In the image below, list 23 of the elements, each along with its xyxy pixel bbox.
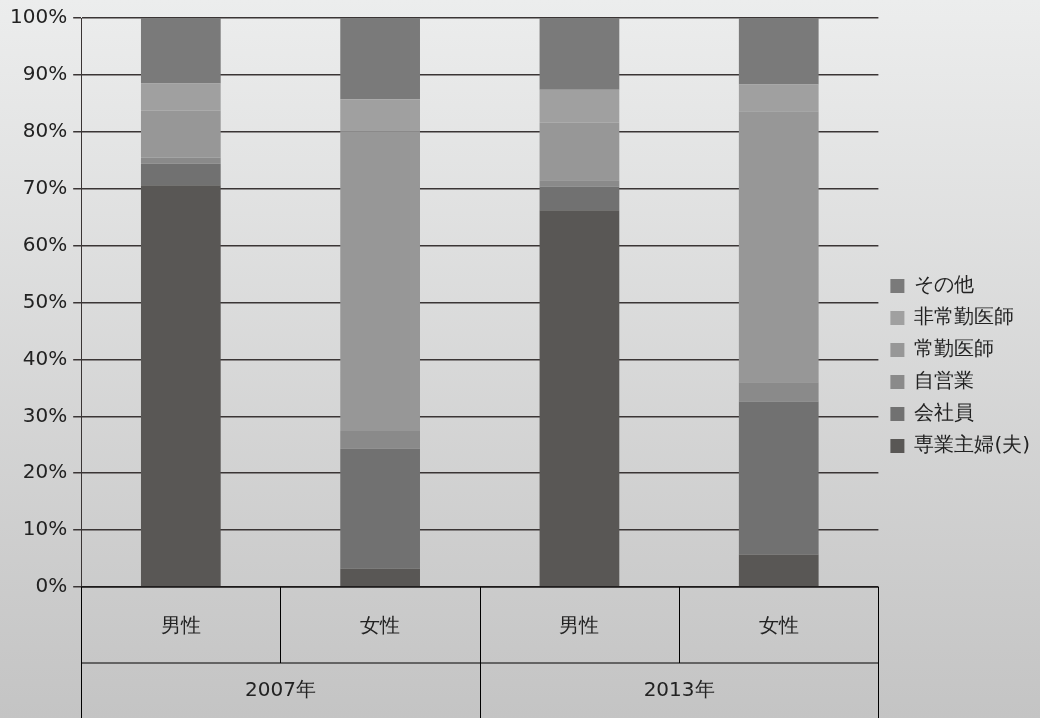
legend-label: 非常勤医師 (914, 304, 1015, 329)
text: 2013年 (643, 676, 715, 701)
y-tick-label: 30% (22, 402, 68, 427)
x-tick-label: 男性 (559, 613, 600, 638)
y-tick-label: 10% (22, 516, 68, 541)
x-tick-label: 女性 (360, 613, 401, 638)
legend-label: 自営業 (914, 368, 975, 393)
legend-label: 会社員 (914, 400, 975, 425)
legend-label: その他 (914, 272, 975, 297)
y-tick-label: 50% (22, 288, 68, 313)
y-tick-label: 90% (22, 61, 68, 86)
text: 2007年 (245, 676, 316, 701)
y-tick-label: 0% (35, 573, 68, 598)
y-tick-label: 100% (9, 4, 68, 29)
y-tick-label: 20% (22, 459, 68, 484)
x-tick-label: 男性 (160, 613, 201, 638)
x-tick-label: 女性 (758, 613, 799, 638)
y-tick-label: 60% (22, 231, 68, 256)
legend-label: 常勤医師 (914, 336, 995, 361)
y-tick-label: 70% (22, 174, 68, 199)
legend-label: 専業主婦(夫) (914, 432, 1030, 457)
y-tick-label: 40% (22, 345, 68, 370)
y-tick-label: 80% (22, 118, 68, 142)
